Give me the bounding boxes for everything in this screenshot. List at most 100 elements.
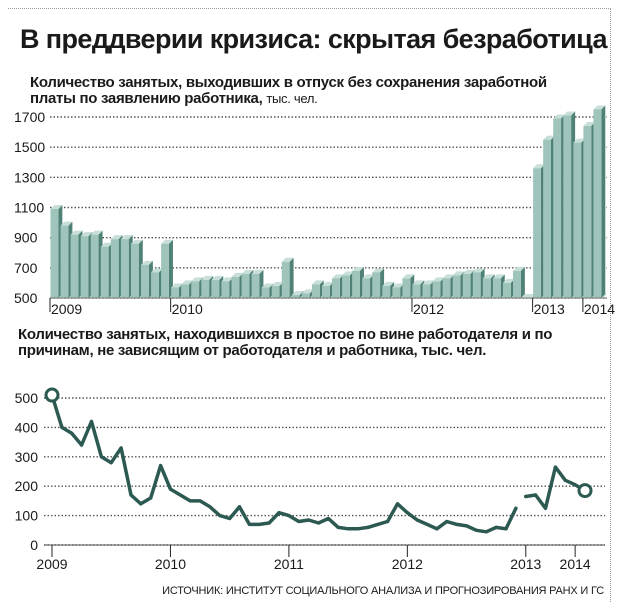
bar-top (352, 266, 364, 271)
bar (462, 273, 471, 298)
bar (472, 272, 481, 298)
bar-top (332, 274, 344, 279)
line-point (494, 525, 498, 529)
bar (372, 272, 381, 298)
bar-top (151, 268, 163, 273)
bar-top (573, 138, 586, 143)
bar-top (311, 280, 324, 285)
line-point (543, 506, 548, 510)
bar (452, 275, 461, 298)
line-y-tick-label: 200 (15, 478, 39, 494)
line-y-tick-label: 300 (15, 449, 39, 465)
bar (60, 225, 69, 298)
line-x-tick-label: 2012 (392, 556, 423, 572)
line-chart-subtitle: Количество занятых, находившихся в прост… (18, 326, 553, 359)
bar (362, 278, 371, 298)
bar (201, 279, 210, 298)
bar (271, 285, 280, 298)
bar (513, 270, 521, 298)
bar-top (553, 114, 566, 119)
bar (251, 273, 260, 298)
line-point (474, 528, 479, 532)
bar-top (100, 242, 113, 247)
bar (120, 239, 129, 298)
bar (332, 278, 340, 298)
bar-top (110, 235, 123, 240)
bar (543, 139, 552, 298)
line-point (464, 524, 469, 528)
bar (502, 282, 511, 298)
bar (553, 118, 562, 298)
bar (533, 168, 541, 298)
bar-side (601, 105, 606, 298)
bar (130, 243, 139, 298)
bar-top (241, 269, 254, 274)
bar-top (432, 277, 445, 282)
line-point (129, 493, 133, 497)
bar (321, 285, 330, 298)
bar-x-tick-label: 2012 (413, 301, 444, 317)
bar (563, 115, 572, 298)
line-point (563, 478, 567, 482)
line-y-tick-label: 100 (15, 508, 39, 524)
line-x-tick-label: 2009 (36, 556, 67, 572)
line-point (247, 522, 252, 527)
line-point (297, 519, 301, 524)
bar (492, 278, 501, 298)
bar (50, 209, 59, 298)
line-point (455, 522, 459, 527)
bar-chart-unit: тыс. чел. (266, 91, 318, 106)
bar-top (161, 239, 173, 244)
bar (261, 287, 270, 298)
line-point (257, 522, 261, 527)
line-point (139, 502, 143, 506)
line-point (267, 521, 271, 525)
line-x-tick-label: 2013 (510, 556, 541, 572)
bar (231, 276, 240, 298)
line-point (385, 519, 390, 524)
line-point (188, 499, 192, 503)
bar-top (181, 280, 194, 285)
line-chart: 0 100 200 300 400 500 2009 2010 2011 2012 2013 2014 (15, 387, 605, 572)
bar (151, 272, 159, 298)
bar-top (362, 274, 375, 279)
bar-y-tick-label: 1700 (14, 109, 45, 125)
bar (70, 234, 79, 298)
bar (211, 279, 220, 298)
bar (573, 142, 582, 298)
line-point (524, 494, 528, 499)
bar-top (221, 277, 234, 282)
bar-y-tick-label: 500 (14, 290, 38, 306)
bar-y-tick-label: 900 (14, 230, 38, 246)
bar (221, 281, 230, 298)
line-point (168, 487, 173, 491)
line-point (277, 511, 281, 515)
line-point (208, 505, 212, 509)
bar (171, 287, 179, 298)
line-y-tick-label: 0 (30, 537, 38, 553)
line-y-tick-label: 500 (15, 390, 39, 406)
line-point (70, 431, 74, 435)
bar-top (140, 260, 153, 265)
line-point (326, 516, 330, 521)
bar-top (130, 239, 143, 244)
bar (432, 281, 441, 298)
line-point (307, 518, 311, 522)
line-point (534, 493, 538, 497)
line-point (218, 514, 222, 518)
bar-top (563, 111, 576, 116)
bar-top (402, 274, 415, 279)
line-point (435, 527, 439, 531)
bar (342, 275, 350, 298)
bar-top (472, 268, 485, 273)
bar-side (520, 266, 525, 298)
line-point (80, 443, 84, 447)
bar-x-tick-label: 2014 (584, 301, 615, 317)
bar (241, 273, 250, 298)
bar-top (301, 289, 314, 294)
bar-top (211, 275, 224, 280)
bar-top (50, 205, 63, 210)
line-point (405, 511, 409, 515)
bar (90, 234, 99, 298)
line-point (178, 493, 182, 497)
